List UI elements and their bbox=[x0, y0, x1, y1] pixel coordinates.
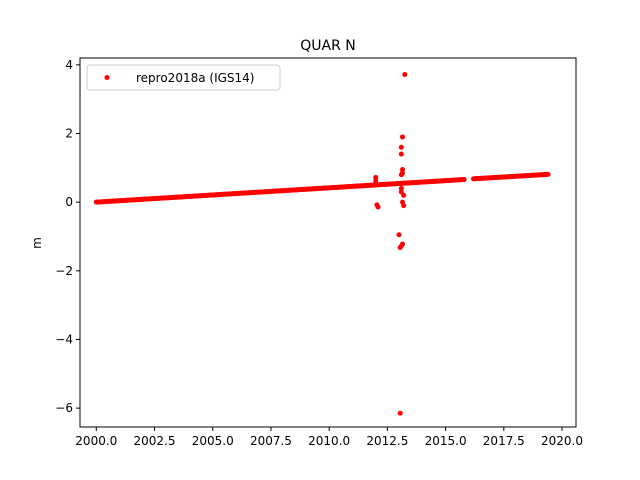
y-tick-label: 0 bbox=[65, 195, 73, 209]
data-point bbox=[400, 134, 406, 140]
x-tick-label: 2020.0 bbox=[541, 434, 583, 448]
data-point bbox=[545, 171, 551, 177]
data-points bbox=[93, 71, 551, 416]
y-tick-label: 4 bbox=[65, 58, 73, 72]
data-point bbox=[375, 204, 381, 210]
data-point bbox=[400, 167, 406, 173]
data-point bbox=[398, 151, 404, 157]
legend-label: repro2018a (IGS14) bbox=[136, 71, 254, 85]
x-tick-label: 2000.0 bbox=[75, 434, 117, 448]
y-axis: −6 −4 −2 0 2 4 bbox=[55, 58, 80, 415]
plot-area-frame bbox=[79, 57, 577, 428]
legend-box bbox=[86, 64, 281, 91]
x-tick-label: 2017.5 bbox=[483, 434, 525, 448]
x-tick-label: 2015.0 bbox=[425, 434, 467, 448]
y-tick-label: −2 bbox=[55, 264, 73, 278]
x-tick-label: 2010.0 bbox=[308, 434, 350, 448]
data-point bbox=[400, 170, 406, 176]
x-tick-label: 2002.5 bbox=[134, 434, 176, 448]
x-tick-label: 2007.5 bbox=[250, 434, 292, 448]
data-point bbox=[402, 71, 408, 77]
legend-marker bbox=[104, 75, 110, 80]
x-tick-label: 2012.5 bbox=[366, 434, 408, 448]
chart-title: QUAR N bbox=[300, 38, 356, 54]
data-point bbox=[400, 241, 406, 247]
data-point bbox=[397, 410, 403, 416]
y-tick-label: −4 bbox=[55, 332, 73, 346]
data-point bbox=[401, 192, 407, 198]
x-axis: 2000.0 2002.5 2005.0 2007.5 2010.0 2012.5 2015… bbox=[75, 427, 583, 448]
data-point bbox=[396, 232, 402, 238]
data-point bbox=[398, 185, 404, 191]
y-tick-label: 2 bbox=[65, 127, 73, 141]
data-point bbox=[373, 174, 379, 180]
x-tick-label: 2005.0 bbox=[192, 434, 234, 448]
data-point bbox=[461, 177, 467, 183]
data-point bbox=[398, 144, 404, 150]
data-point bbox=[401, 203, 407, 209]
y-tick-label: −6 bbox=[55, 401, 73, 415]
y-axis-label: m bbox=[30, 237, 44, 249]
legend: repro2018a (IGS14) bbox=[86, 64, 281, 91]
data-point bbox=[373, 178, 379, 184]
